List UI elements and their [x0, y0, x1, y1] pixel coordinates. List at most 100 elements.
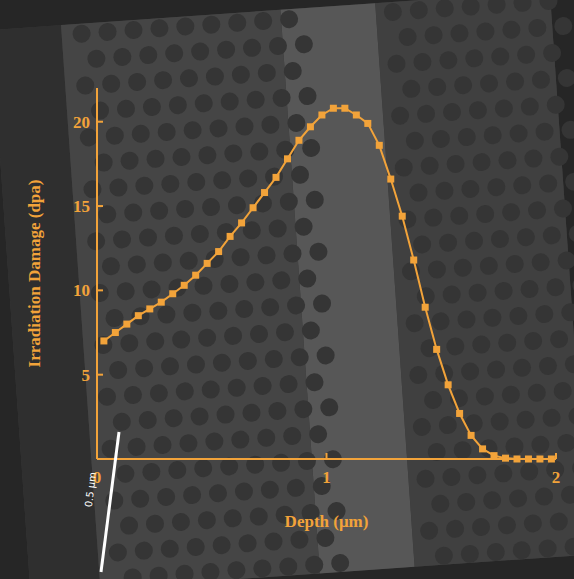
grain [150, 201, 169, 220]
grain [420, 521, 439, 540]
data-point [330, 105, 337, 112]
grain [464, 231, 483, 250]
grain [331, 553, 350, 572]
grain [268, 36, 287, 55]
grain [194, 276, 213, 295]
grain [124, 203, 143, 222]
grain [553, 199, 572, 218]
grain [179, 251, 198, 270]
grain [557, 251, 574, 270]
grain [550, 147, 569, 166]
grain [90, 283, 109, 302]
grain [161, 174, 180, 193]
grain [176, 17, 195, 36]
grain [502, 20, 521, 39]
grain [220, 274, 239, 293]
grain [465, 49, 484, 68]
data-point [192, 272, 199, 279]
grain [90, 101, 109, 120]
grain [438, 233, 457, 252]
grain [557, 433, 574, 452]
data-point [399, 213, 406, 220]
grain [202, 15, 221, 34]
grain [512, 358, 531, 377]
grain [538, 356, 557, 375]
grain [127, 437, 146, 456]
grain [76, 76, 95, 95]
grain [409, 183, 428, 202]
grain [305, 555, 324, 574]
y-tick-label: 20 [73, 113, 90, 132]
grain [257, 428, 276, 447]
grain [279, 192, 298, 211]
grain [546, 278, 565, 297]
grain [253, 376, 272, 395]
grain [527, 201, 546, 220]
grain [145, 514, 164, 533]
grain [508, 489, 527, 508]
grain [105, 491, 124, 510]
grain [565, 172, 574, 191]
grain [246, 273, 265, 292]
grain [501, 385, 520, 404]
grain [246, 90, 265, 109]
grain [216, 405, 235, 424]
grain [420, 156, 439, 175]
image-grains [61, 10, 320, 579]
grain [531, 435, 550, 454]
x-tick-label: 2 [552, 468, 561, 487]
grain [298, 269, 317, 288]
grain [261, 298, 280, 317]
y-tick [97, 205, 103, 207]
data-point [456, 410, 463, 417]
grain [445, 519, 464, 538]
grain [283, 61, 302, 80]
grain [471, 517, 490, 536]
grain [127, 255, 146, 274]
grain [290, 165, 309, 184]
grain [316, 346, 335, 365]
y-tick [97, 121, 103, 123]
grain [175, 382, 194, 401]
data-point [112, 329, 119, 336]
grain [424, 208, 443, 227]
grain [549, 330, 568, 349]
grain [168, 460, 187, 479]
grain [435, 0, 454, 18]
grain [142, 97, 161, 116]
grain [139, 45, 158, 64]
grain [312, 294, 331, 313]
damage-line [104, 108, 552, 459]
grain [205, 432, 224, 451]
grain [572, 276, 574, 295]
grain [416, 287, 435, 306]
grain [446, 337, 465, 356]
grain [416, 104, 435, 123]
grain [486, 360, 505, 379]
grain [476, 204, 495, 223]
data-point [204, 260, 211, 267]
grain [175, 199, 194, 218]
grain [542, 408, 561, 427]
grain [280, 10, 299, 29]
grain [561, 303, 574, 322]
data-point [169, 290, 176, 297]
grain [220, 92, 239, 111]
grain [560, 485, 574, 504]
grain [457, 127, 476, 146]
data-point [353, 111, 360, 118]
grain [157, 487, 176, 506]
grain [391, 106, 410, 125]
grain [198, 146, 217, 165]
grain [434, 546, 453, 565]
grain [409, 365, 428, 384]
data-point [433, 346, 440, 353]
grain [119, 516, 138, 535]
grain [168, 278, 187, 297]
grain [528, 18, 547, 37]
grain [186, 355, 205, 374]
grain [513, 0, 532, 12]
data-point [479, 445, 486, 452]
grain [146, 149, 165, 168]
grain [520, 279, 539, 298]
